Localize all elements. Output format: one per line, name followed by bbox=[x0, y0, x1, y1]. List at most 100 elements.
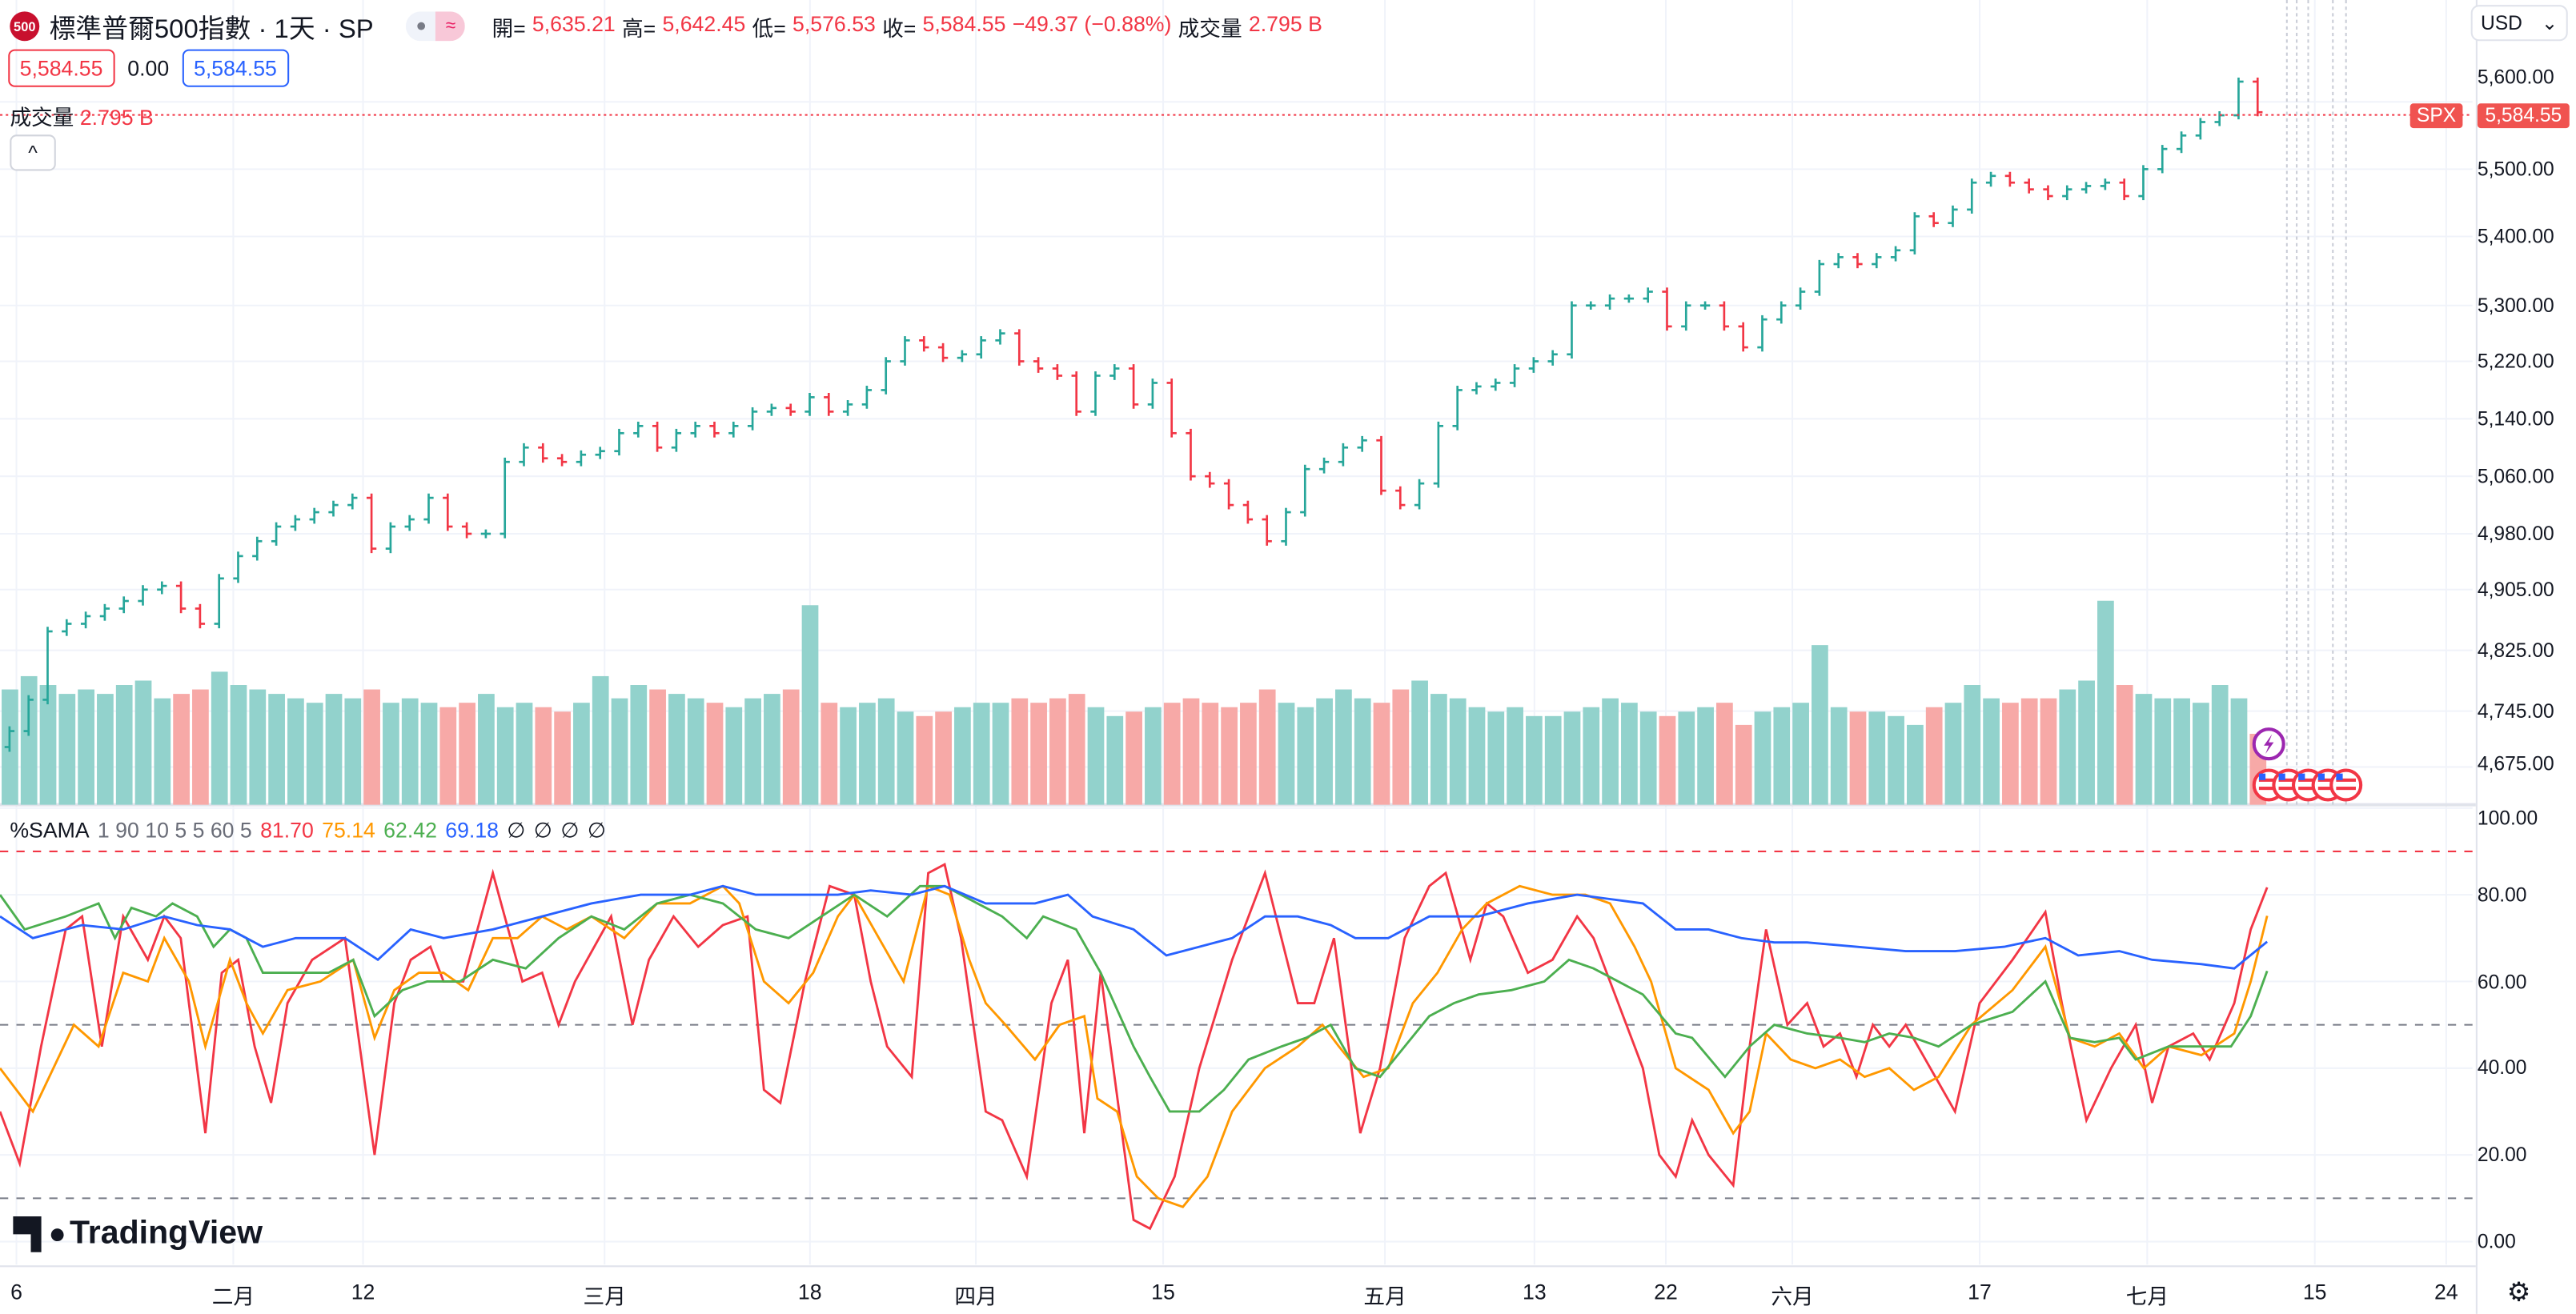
time-tick-label: 六月 bbox=[1771, 1284, 1814, 1309]
price-bar bbox=[347, 493, 358, 510]
volume-bar bbox=[1716, 703, 1733, 805]
volume-bar bbox=[192, 689, 209, 805]
price-bar bbox=[919, 336, 929, 352]
close-label: 收= bbox=[882, 15, 917, 41]
price-bar bbox=[538, 443, 548, 463]
time-tick-label: 二月 bbox=[211, 1284, 255, 1309]
tradingview-logo[interactable]: ▀▌● TradingView bbox=[13, 1216, 263, 1253]
price-bar bbox=[576, 450, 587, 467]
indicator-value-red: 81.70 bbox=[260, 818, 314, 843]
volume-bar bbox=[2078, 680, 2095, 805]
flag-stripe bbox=[2336, 787, 2356, 791]
volume-bar bbox=[1373, 703, 1390, 805]
volume-bar bbox=[1888, 715, 1904, 805]
volume-bar bbox=[1754, 711, 1772, 805]
volume-bar bbox=[821, 703, 838, 805]
low-value: 5,576.53 bbox=[792, 10, 876, 36]
price-bar bbox=[1547, 350, 1558, 366]
price-bar bbox=[1795, 287, 1806, 310]
volume-bar bbox=[1602, 698, 1619, 805]
price-bar bbox=[2119, 178, 2129, 201]
sama-line-red bbox=[0, 863, 2269, 1231]
volume-bar bbox=[1678, 711, 1695, 805]
price-bar bbox=[671, 428, 682, 452]
sell-button[interactable]: 5,584.55 bbox=[8, 49, 114, 87]
price-bar bbox=[1586, 301, 1596, 310]
volume-bar bbox=[230, 685, 247, 805]
indicator-tick-label: 20.00 bbox=[2477, 1143, 2527, 1167]
wave-icon[interactable]: ≈ bbox=[435, 11, 466, 42]
volume-bar bbox=[478, 694, 495, 805]
symbol-title[interactable]: 標準普爾500指數 · 1天 · SP bbox=[49, 16, 374, 45]
price-bar bbox=[1833, 253, 1844, 269]
high-value: 5,642.45 bbox=[662, 10, 746, 36]
price-bar bbox=[1890, 246, 1901, 262]
price-bar bbox=[1681, 301, 1691, 331]
indicator-legend: %SAMA 1 90 10 5 5 60 5 81.70 75.14 62.42… bbox=[10, 818, 606, 844]
price-bar bbox=[1509, 364, 1520, 387]
open-value: 5,635.21 bbox=[532, 10, 616, 36]
time-tick-label: 五月 bbox=[1363, 1284, 1406, 1309]
price-axis[interactable] bbox=[2475, 0, 2576, 1314]
price-tick-label: 5,300.00 bbox=[2477, 294, 2554, 318]
price-bar bbox=[1604, 294, 1615, 310]
price-bar bbox=[1643, 287, 1653, 303]
volume-bar bbox=[173, 694, 190, 805]
price-bar bbox=[1262, 515, 1272, 546]
price-bar bbox=[595, 447, 605, 459]
chevron-down-icon: ⌄ bbox=[2541, 11, 2558, 35]
dot-icon[interactable]: ● bbox=[406, 11, 436, 42]
flag-stripe bbox=[2298, 778, 2318, 782]
volume-bar bbox=[2193, 703, 2209, 805]
price-bar bbox=[1528, 357, 1539, 373]
volume-bar bbox=[401, 698, 419, 805]
volume-bar bbox=[1621, 703, 1638, 805]
volume-label: 成交量 bbox=[1178, 15, 1242, 41]
volume-bar bbox=[1163, 703, 1181, 805]
price-bar bbox=[1699, 301, 1711, 310]
buy-button[interactable]: 5,584.55 bbox=[182, 49, 289, 87]
price-bar bbox=[1205, 471, 1215, 488]
price-bar bbox=[2214, 111, 2225, 126]
volume-bar bbox=[840, 707, 857, 805]
price-bar bbox=[728, 421, 739, 438]
collapse-legend-button[interactable]: ^ bbox=[10, 134, 56, 171]
ohlc-values: 開= 5,635.21 高= 5,642.45 低= 5,576.53 收= 5,584… bbox=[492, 10, 1322, 42]
price-tick-label: 5,060.00 bbox=[2477, 464, 2554, 488]
volume-bar bbox=[2211, 685, 2229, 805]
volume-bar bbox=[1487, 711, 1505, 805]
volume-bar bbox=[2154, 698, 2172, 805]
price-bar bbox=[1928, 212, 1939, 227]
volume-bar bbox=[1430, 694, 1447, 805]
price-bar bbox=[937, 343, 949, 363]
volume-bar bbox=[1449, 698, 1467, 805]
volume-bar bbox=[344, 698, 362, 805]
indicator-name[interactable]: %SAMA bbox=[10, 818, 90, 843]
volume-bar bbox=[1068, 694, 1085, 805]
price-bar bbox=[2080, 182, 2092, 194]
volume-bar bbox=[2173, 698, 2190, 805]
price-bar bbox=[747, 407, 758, 431]
high-label: 高= bbox=[621, 15, 656, 41]
price-bar bbox=[1109, 364, 1120, 380]
currency-dropdown[interactable]: USD ⌄ bbox=[2470, 5, 2568, 42]
volume-value: 2.795 B bbox=[1248, 10, 1322, 36]
us-flag-event-icon bbox=[2329, 768, 2363, 802]
price-tick-label: 5,220.00 bbox=[2477, 350, 2554, 373]
volume-bar bbox=[2116, 685, 2133, 805]
settings-icon[interactable]: ⚙ bbox=[2506, 1279, 2531, 1308]
price-bar bbox=[99, 603, 110, 621]
volume-bar bbox=[2020, 698, 2038, 805]
flag-stripe bbox=[2298, 787, 2318, 791]
volume-bar bbox=[1316, 698, 1333, 805]
volume-bar bbox=[496, 707, 514, 805]
volume-bar bbox=[668, 694, 685, 805]
volume-bar bbox=[611, 698, 628, 805]
flag-stripe bbox=[2258, 778, 2279, 782]
visibility-toggle[interactable]: ● ≈ bbox=[406, 11, 466, 42]
price-tick-label: 4,745.00 bbox=[2477, 699, 2554, 723]
indicator-value-empty: ∅ bbox=[507, 818, 526, 843]
flag-canton bbox=[2278, 773, 2285, 780]
indicator-tick-label: 80.00 bbox=[2477, 883, 2527, 907]
